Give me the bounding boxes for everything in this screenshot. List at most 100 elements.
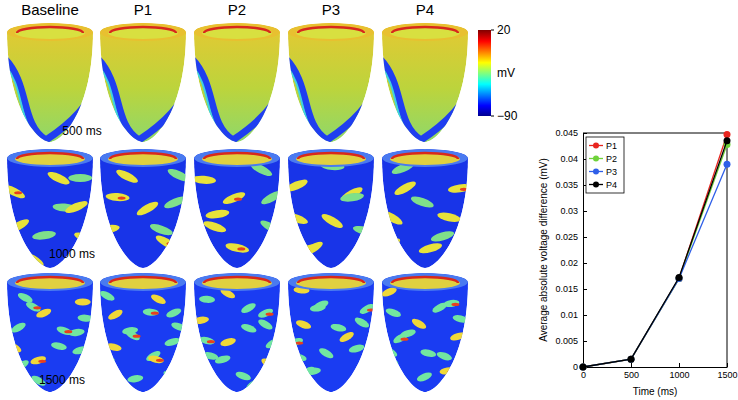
heart-cavity	[108, 27, 178, 39]
activation-patch	[105, 342, 122, 352]
line-chart: 05001000150000.0050.010.0150.020.0250.03…	[538, 128, 738, 397]
series-line	[583, 135, 727, 367]
activation-patch	[437, 211, 462, 224]
heart-base-rim	[382, 23, 468, 41]
heart-body	[100, 273, 186, 392]
activation-patch	[149, 222, 174, 238]
activation-patch	[385, 307, 402, 319]
activation-patch	[205, 208, 230, 219]
series-marker	[580, 364, 587, 371]
colorbar-tick	[491, 30, 494, 31]
activation-front	[33, 306, 41, 309]
heart-cavity	[390, 153, 460, 165]
activation-patch	[170, 321, 187, 333]
heart-image	[2, 149, 99, 269]
activation-patch	[377, 236, 402, 255]
activation-front	[269, 363, 277, 366]
legend-box	[586, 137, 624, 193]
series-line	[583, 164, 727, 367]
heart-base-rim	[382, 273, 468, 291]
activation-patch	[166, 167, 191, 184]
x-tick-label: 1000	[669, 370, 689, 380]
activation-patch	[443, 299, 460, 308]
heart-body	[288, 149, 374, 268]
activation-patch	[190, 247, 215, 261]
time-label: 500 ms	[62, 124, 101, 138]
activation-patch	[309, 303, 326, 312]
activation-band	[191, 58, 283, 140]
activation-patch	[163, 194, 188, 211]
y-tick-label: 0.02	[560, 258, 578, 268]
activation-patch	[449, 331, 466, 342]
heart-image	[98, 273, 187, 392]
activation-patch	[147, 354, 164, 364]
activation-patch	[257, 307, 274, 320]
y-tick-label: 0.025	[555, 232, 578, 242]
legend-label: P3	[606, 167, 617, 177]
activation-patch	[13, 370, 30, 382]
activation-patch	[104, 369, 121, 381]
x-tick: 500	[624, 363, 639, 380]
activation-front	[460, 188, 468, 191]
heart-rim-front	[204, 277, 270, 283]
activation-patch	[21, 250, 46, 269]
activation-band	[285, 58, 377, 140]
activation-patch	[97, 252, 122, 265]
activation-front	[367, 308, 375, 311]
activation-patch	[56, 325, 73, 337]
heart-image	[95, 149, 191, 268]
y-tick-label: 0.01	[560, 310, 578, 320]
activation-patch	[264, 336, 281, 350]
activation-patch	[295, 319, 312, 331]
activation-front	[400, 338, 408, 341]
heart-cavity	[390, 27, 460, 39]
x-tick-mark	[631, 363, 632, 367]
y-tick-label: 0	[573, 362, 578, 372]
activation-patch	[225, 241, 250, 254]
activation-patch	[10, 321, 27, 335]
y-tick: 0.025	[555, 232, 587, 242]
activation-edge	[97, 64, 135, 142]
activation-patch	[17, 291, 34, 304]
activation-edge	[191, 64, 229, 142]
activation-patch	[165, 307, 182, 320]
heart-base-rim	[7, 149, 93, 167]
activation-front	[133, 335, 141, 338]
x-tick-label: 1500	[717, 370, 737, 380]
activation-patch	[340, 192, 365, 203]
plot-area	[580, 131, 731, 370]
activation-band	[379, 58, 471, 140]
activation-patch	[98, 356, 115, 367]
series-marker	[580, 364, 587, 371]
activation-patch	[259, 218, 284, 237]
activation-patch	[221, 190, 246, 207]
heart-base-rim	[382, 149, 468, 167]
y-tick: 0	[573, 362, 587, 372]
heart-image	[191, 23, 283, 142]
activation-front	[237, 247, 245, 250]
y-axis-title: Average absolute voltage difference (mV)	[538, 158, 549, 342]
y-tick: 0.035	[555, 180, 587, 190]
activation-front	[38, 360, 46, 363]
heart-body	[7, 273, 93, 392]
y-tick-label: 0.005	[555, 336, 578, 346]
heart-rim-front	[298, 153, 364, 159]
series-marker	[628, 356, 635, 363]
heart-rim-front	[392, 277, 458, 283]
y-tick: 0.01	[560, 310, 587, 320]
heart-body	[382, 149, 468, 268]
activation-front	[118, 196, 126, 199]
x-axis: 050010001500	[581, 363, 738, 380]
activation-patch	[240, 301, 257, 315]
y-tick-mark	[583, 237, 587, 238]
heart-base-rim	[194, 23, 280, 41]
y-axis-line	[583, 134, 584, 368]
heart-cavity	[15, 277, 85, 289]
activation-band	[97, 58, 189, 140]
activation-patch	[124, 328, 141, 342]
activation-patch	[284, 211, 309, 227]
heart-image	[5, 273, 94, 392]
y-tick-label: 0.03	[560, 206, 578, 216]
activation-patch	[318, 346, 335, 360]
activation-patch	[75, 299, 91, 306]
